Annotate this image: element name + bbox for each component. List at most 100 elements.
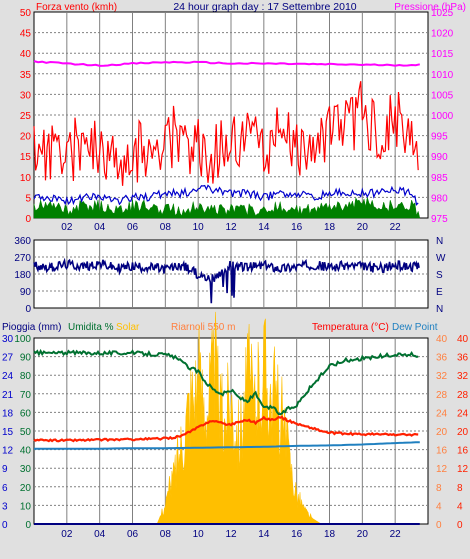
temp-tick-left: 8 [436,483,442,494]
temp-tick-left: 24 [436,408,448,419]
rain-tick: 24 [2,371,14,382]
humidity-tick: 80 [20,371,32,382]
direction-tick: 180 [14,270,31,281]
wind-tick: 0 [25,214,31,225]
pressure-tick: 980 [431,193,448,204]
temp-tick-left: 36 [436,353,448,364]
wind-tick: 20 [20,132,32,143]
temp-tick-left: 4 [436,501,442,512]
temp-tick-left: 20 [436,427,448,438]
hour-tick: 04 [94,222,106,233]
temp-tick-right: 8 [457,483,463,494]
dewpoint-line [34,441,420,450]
pressure-tick: 1025 [431,8,454,19]
hour-tick: 08 [160,222,172,233]
temperature-line [33,415,419,443]
temp-tick-left: 16 [436,446,448,457]
wind-tick: 45 [20,29,32,40]
hour-tick: 10 [193,222,205,233]
compass-tick: E [436,287,443,298]
pressure-tick: 1000 [431,111,454,122]
solar-axis-label: Solar [116,322,140,333]
compass-tick: N [436,304,443,315]
direction-tick: 360 [14,236,31,247]
rain-axis-label: Pioggia (mm) [2,322,61,333]
wind-tick: 35 [20,70,32,81]
hour-tick: 18 [324,529,336,540]
wind-tick: 25 [20,111,32,122]
temp-tick-right: 36 [457,353,469,364]
pressure-tick: 975 [431,214,448,225]
pressure-tick: 995 [431,132,448,143]
temp-tick-right: 40 [457,334,469,345]
temp-tick-left: 32 [436,371,448,382]
temperature-axis-label: Temperatura (°C) [312,322,389,333]
wind-tick: 10 [20,173,32,184]
humidity-tick: 50 [20,427,32,438]
wind-tick: 40 [20,49,32,60]
hour-tick: 20 [357,529,369,540]
humidity-tick: 0 [25,520,31,531]
min-wind-area [33,197,421,219]
humidity-tick: 30 [20,464,32,475]
hour-tick: 12 [225,222,237,233]
temp-tick-right: 0 [457,520,463,531]
compass-tick: N [436,236,443,247]
humidity-line [33,348,419,416]
temp-tick-left: 40 [436,334,448,345]
temp-tick-left: 0 [436,520,442,531]
wind-axis-label: Forza vento (kmh) [36,2,117,13]
rain-tick: 27 [2,353,14,364]
humidity-tick: 20 [20,483,32,494]
hour-tick: 18 [324,222,336,233]
humidity-tick: 10 [20,501,32,512]
rain-tick: 6 [2,483,8,494]
hour-tick: 08 [160,529,172,540]
hour-tick: 02 [61,529,73,540]
temp-tick-right: 32 [457,371,469,382]
direction-tick: 0 [25,304,31,315]
direction-line [33,257,420,304]
pressure-tick: 1005 [431,90,454,101]
humidity-tick: 40 [20,446,32,457]
hour-tick: 16 [291,529,303,540]
temp-tick-left: 28 [436,390,448,401]
hour-tick: 12 [225,529,237,540]
humidity-tick: 70 [20,390,32,401]
pressure-tick: 990 [431,152,448,163]
hour-tick: 10 [193,529,205,540]
direction-tick: 270 [14,253,31,264]
temp-tick-right: 28 [457,390,469,401]
humidity-tick: 60 [20,408,32,419]
station-label: Riarnoli 550 m [171,322,235,333]
humidity-axis-label: Umidita % [68,322,114,333]
wind-gust-line [33,81,419,186]
humidity-tick: 100 [14,334,31,345]
rain-tick: 9 [2,464,8,475]
temp-tick-right: 16 [457,446,469,457]
rain-tick: 3 [2,501,8,512]
hour-tick: 20 [357,222,369,233]
temp-tick-right: 12 [457,464,469,475]
pressure-tick: 1010 [431,70,454,81]
rain-tick: 15 [2,427,14,438]
humidity-tick: 90 [20,353,32,364]
hour-tick: 14 [258,529,270,540]
hour-tick: 04 [94,529,106,540]
rain-tick: 18 [2,408,14,419]
temp-tick-right: 4 [457,501,463,512]
hour-tick: 06 [127,529,139,540]
dewpoint-axis-label: Dew Point [392,322,438,333]
hour-tick: 06 [127,222,139,233]
wind-tick: 15 [20,152,32,163]
chart-title: 24 hour graph day : 17 Settembre 2010 [173,1,356,13]
pressure-tick: 1020 [431,29,454,40]
wind-tick: 5 [25,193,31,204]
compass-tick: S [436,270,443,281]
temp-tick-right: 20 [457,427,469,438]
hour-tick: 16 [291,222,303,233]
wind-tick: 30 [20,90,32,101]
rain-tick: 12 [2,446,14,457]
direction-tick: 90 [20,287,32,298]
